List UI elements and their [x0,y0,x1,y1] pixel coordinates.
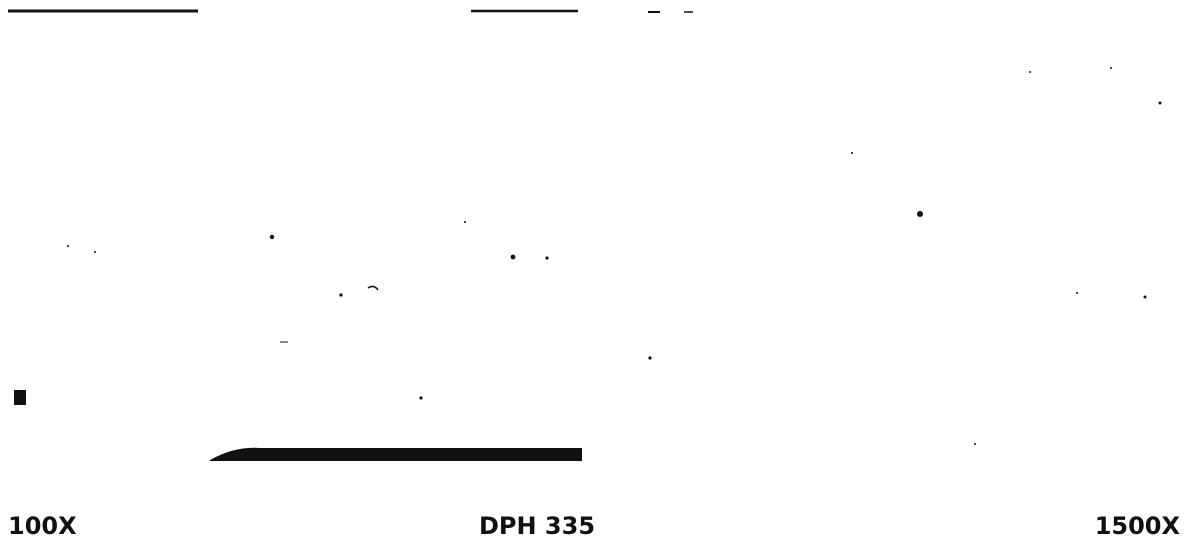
speck [648,356,651,359]
speck [1029,71,1031,73]
speck [974,443,976,445]
speck [917,211,923,217]
speck [1144,296,1147,299]
speck [1159,102,1162,105]
caption: 100X [8,512,77,540]
page: 100X DPH 335 1500X (() => { const data =… [0,0,1187,555]
speck [270,235,274,239]
speck [851,152,853,154]
speck [368,286,378,290]
speck [14,390,26,405]
speck [94,251,96,253]
speck [545,256,548,259]
speck [1110,67,1112,69]
figure: 100X DPH 335 1500X [0,0,1187,555]
scale-bar [210,448,582,461]
caption: 1500X [1095,512,1181,540]
micrograph-artifacts [8,11,1162,461]
speck [464,221,466,223]
speck [1076,292,1078,294]
caption: DPH 335 [479,512,595,540]
speck [339,293,342,296]
speck [511,255,516,260]
speck [67,245,69,247]
speck [419,396,422,399]
